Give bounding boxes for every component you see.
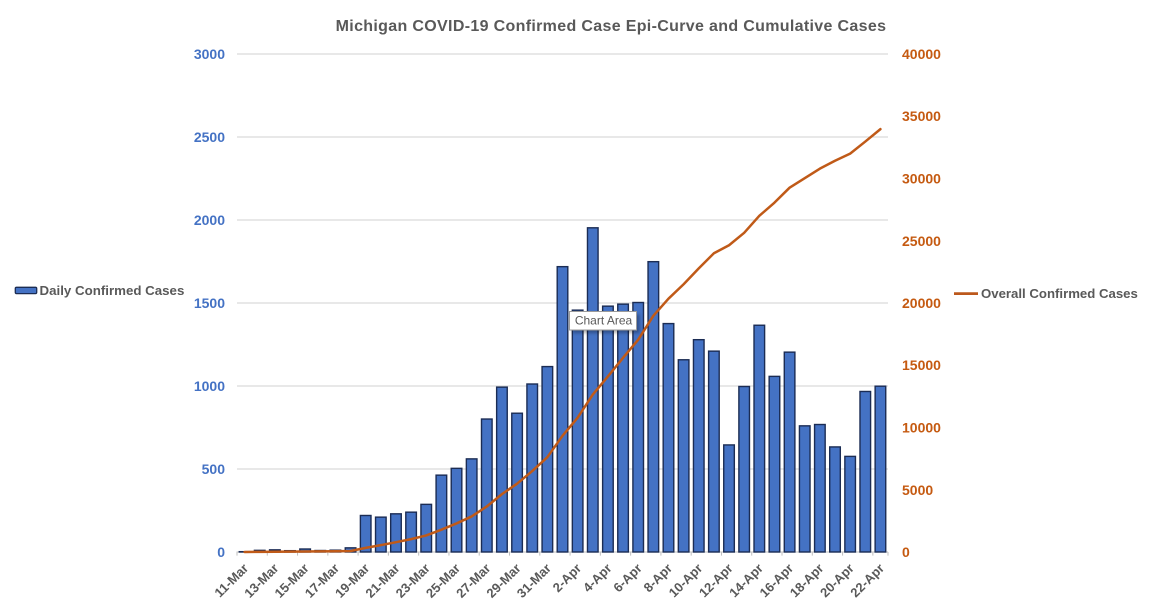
svg-text:Michigan COVID-19 Confirmed Ca: Michigan COVID-19 Confirmed Case Epi-Cur… bbox=[336, 18, 887, 35]
svg-text:0: 0 bbox=[217, 544, 225, 560]
svg-text:500: 500 bbox=[202, 461, 226, 477]
svg-text:35000: 35000 bbox=[902, 108, 941, 124]
svg-text:20000: 20000 bbox=[902, 295, 941, 311]
svg-text:30000: 30000 bbox=[902, 171, 941, 187]
svg-text:2500: 2500 bbox=[194, 129, 225, 145]
svg-text:Overall Confirmed Cases: Overall Confirmed Cases bbox=[981, 286, 1138, 301]
svg-text:40000: 40000 bbox=[902, 46, 941, 62]
svg-text:1500: 1500 bbox=[194, 295, 225, 311]
svg-text:1000: 1000 bbox=[194, 378, 225, 394]
svg-text:25000: 25000 bbox=[902, 233, 941, 249]
svg-text:0: 0 bbox=[902, 544, 910, 560]
svg-text:Daily Confirmed Cases: Daily Confirmed Cases bbox=[40, 283, 185, 298]
svg-text:10000: 10000 bbox=[902, 420, 941, 436]
svg-text:2000: 2000 bbox=[194, 212, 225, 228]
svg-text:3000: 3000 bbox=[194, 46, 225, 62]
svg-text:15000: 15000 bbox=[902, 357, 941, 373]
svg-text:5000: 5000 bbox=[902, 482, 933, 498]
svg-text:Chart Area: Chart Area bbox=[575, 314, 633, 328]
